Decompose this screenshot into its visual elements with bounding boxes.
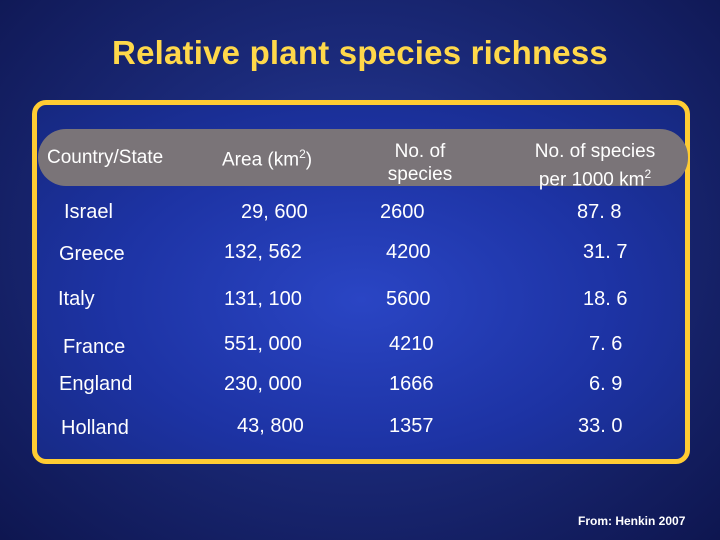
table-row-species: 1357 — [389, 415, 434, 437]
table-row-area: 131, 100 — [224, 288, 302, 310]
table-row-density: 7. 6 — [589, 333, 623, 355]
table-row-density: 31. 7 — [583, 241, 628, 263]
table-row-density: 33. 0 — [578, 415, 623, 437]
table-row-country: England — [59, 373, 133, 395]
table-row-country: Holland — [61, 417, 129, 439]
table-header-band — [38, 129, 688, 186]
table-row-area: 43, 800 — [237, 415, 304, 437]
table-row-species: 4200 — [386, 241, 431, 263]
header-area-close: ) — [305, 149, 313, 171]
header-area: Area (km2) — [222, 147, 312, 171]
table-row-species: 4210 — [389, 333, 434, 355]
header-species-line1: No. of — [394, 141, 446, 162]
table-row-country: Italy — [58, 288, 95, 310]
table-row-species: 2600 — [380, 201, 425, 223]
header-country-label: Country/State — [47, 147, 164, 168]
header-area-superscript: 2 — [299, 147, 306, 161]
slide-title: Relative plant species richness — [112, 34, 608, 71]
table-row-area: 29, 600 — [241, 201, 308, 223]
header-density: No. of species per 1000 km2 — [503, 140, 687, 191]
table-row-country: Greece — [59, 243, 125, 265]
header-species-line2: species — [387, 164, 453, 185]
source-citation: From: Henkin 2007 — [578, 514, 686, 528]
table-row-area: 132, 562 — [224, 241, 302, 263]
table-row-area: 230, 000 — [224, 373, 302, 395]
table-row-density: 87. 8 — [577, 201, 622, 223]
table-row-country: France — [63, 336, 126, 358]
table-row-species: 1666 — [389, 373, 434, 395]
table-row-country: Israel — [64, 201, 113, 223]
table-row-species: 5600 — [386, 288, 431, 310]
table-row-area: 551, 000 — [224, 333, 302, 355]
table-row-density: 18. 6 — [583, 288, 628, 310]
header-density-superscript: 2 — [644, 167, 652, 181]
header-country: Country/State — [47, 147, 163, 169]
table-row-density: 6. 9 — [589, 373, 623, 395]
header-density-line1: No. of species — [534, 141, 656, 162]
header-species: No. of species — [362, 140, 478, 186]
header-density-line2: per 1000 km — [538, 169, 645, 191]
header-area-label: Area (km — [222, 149, 300, 171]
